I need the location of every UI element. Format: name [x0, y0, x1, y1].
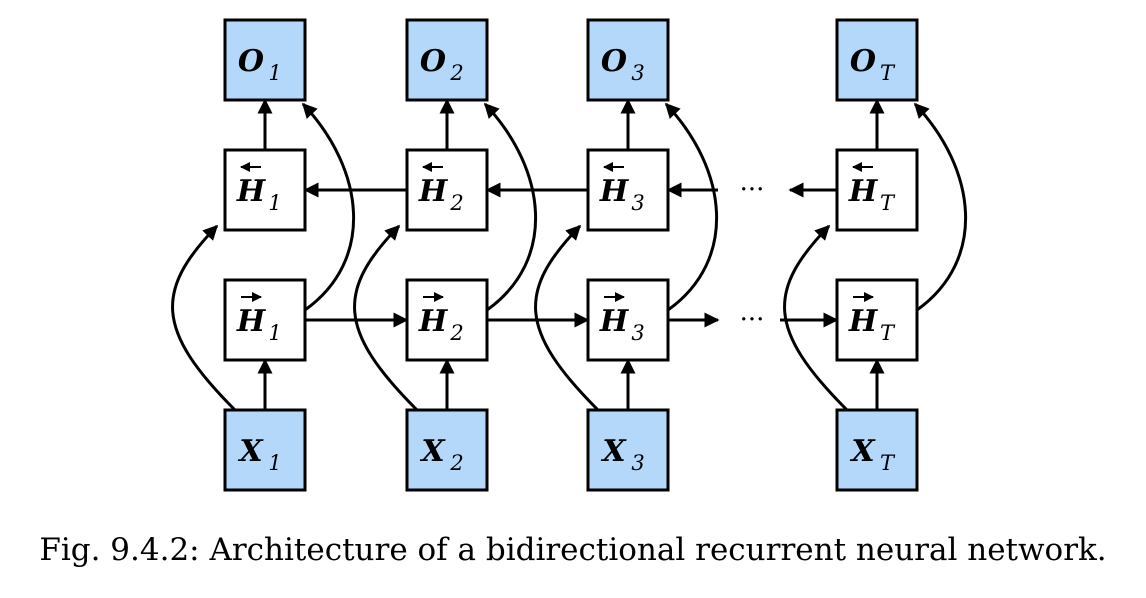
- backward-hidden-box: [835, 148, 919, 232]
- backward-hidden-box: [405, 148, 489, 232]
- input-symbol: X: [849, 434, 876, 469]
- forward-hidden-box: [586, 278, 670, 362]
- backward-hidden-symbol: H: [848, 174, 879, 209]
- output-box: [223, 18, 307, 102]
- forward-to-output-curve: [483, 102, 538, 312]
- backward-hidden-subscript: 2: [449, 191, 463, 215]
- forward-hidden-subscript: 3: [631, 321, 644, 345]
- input-subscript: 3: [631, 451, 644, 475]
- output-box: [835, 18, 919, 102]
- forward-to-output-curve: [913, 102, 968, 312]
- input-symbol: X: [600, 434, 627, 469]
- output-subscript: 1: [268, 61, 281, 85]
- backward-hidden-subscript: 3: [631, 191, 644, 215]
- input-symbol: X: [237, 434, 264, 469]
- backward-hidden-box: [586, 148, 670, 232]
- input-to-backward-curve: [534, 224, 600, 412]
- input-subscript: T: [880, 451, 896, 475]
- forward-to-output-curve: [664, 102, 719, 312]
- forward-hidden-box: [835, 278, 919, 362]
- forward-hidden-symbol: H: [418, 304, 449, 339]
- input-box: [405, 408, 489, 492]
- backward-hidden-box: [223, 148, 307, 232]
- forward-hidden-subscript: 2: [449, 321, 463, 345]
- input-to-backward-curve: [353, 224, 419, 412]
- input-box: [586, 408, 670, 492]
- forward-hidden-symbol: H: [848, 304, 879, 339]
- input-subscript: 2: [449, 451, 463, 475]
- input-box: [835, 408, 919, 492]
- forward-hidden-box: [405, 278, 489, 362]
- forward-hidden-box: [223, 278, 307, 362]
- input-symbol: X: [419, 434, 446, 469]
- figure-caption: Fig. 9.4.2: Architecture of a bidirectio…: [39, 532, 1107, 568]
- forward-to-output-curve: [301, 102, 356, 312]
- forward-hidden-subscript: T: [880, 321, 896, 345]
- backward-hidden-subscript: 1: [268, 191, 281, 215]
- output-subscript: 2: [449, 61, 463, 85]
- output-symbol: O: [420, 44, 446, 79]
- output-subscript: 3: [631, 61, 644, 85]
- output-box: [586, 18, 670, 102]
- forward-hidden-symbol: H: [236, 304, 267, 339]
- input-box: [223, 408, 307, 492]
- ellipsis-text: ···: [740, 175, 765, 205]
- backward-hidden-symbol: H: [418, 174, 449, 209]
- bidirectional-rnn-diagram: O 1H 1H 1X 1O 2H 2H 2X 2O 3H 3H 3X 3O TH TH TX T ······: [171, 18, 968, 492]
- output-symbol: O: [850, 44, 876, 79]
- input-to-backward-curve: [783, 224, 849, 412]
- input-to-backward-curve: [171, 224, 237, 412]
- backward-hidden-subscript: T: [880, 191, 896, 215]
- backward-hidden-symbol: H: [599, 174, 630, 209]
- output-box: [405, 18, 489, 102]
- output-symbol: O: [601, 44, 627, 79]
- ellipsis-text: ···: [740, 305, 765, 335]
- output-symbol: O: [238, 44, 264, 79]
- backward-hidden-symbol: H: [236, 174, 267, 209]
- forward-hidden-symbol: H: [599, 304, 630, 339]
- forward-hidden-subscript: 1: [268, 321, 281, 345]
- output-subscript: T: [880, 61, 896, 85]
- input-subscript: 1: [268, 451, 281, 475]
